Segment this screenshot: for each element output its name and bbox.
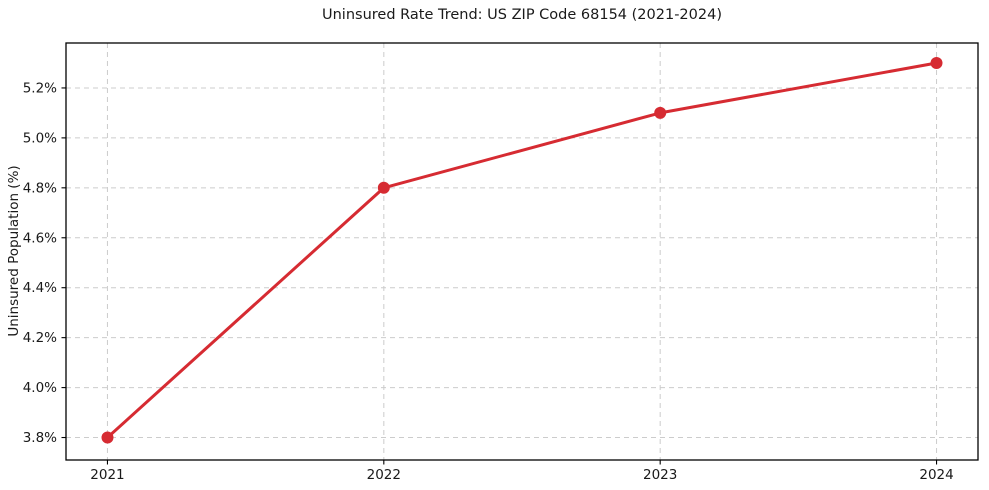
x-tick-label: 2021 [90,467,124,483]
y-tick-label: 4.6% [23,230,57,246]
data-point-marker [654,106,667,119]
plot-area-background [66,43,978,460]
data-point-marker [930,57,943,69]
y-tick-label: 4.8% [23,180,57,196]
y-tick-label: 3.8% [23,430,57,446]
chart-title: Uninsured Rate Trend: US ZIP Code 68154 … [322,7,722,23]
y-tick-label: 4.2% [23,330,57,346]
x-tick-label: 2022 [367,467,401,483]
trend-line [106,61,938,439]
y-axis-label: Uninsured Population (%) [6,165,22,337]
x-tick-label: 2023 [643,467,677,483]
data-point-marker [377,181,390,194]
y-tick-label: 5.0% [23,130,57,146]
data-point-marker [101,431,114,444]
y-tick-label: 4.4% [23,280,57,296]
x-tick-label: 2024 [919,467,953,483]
plot-border [65,42,979,461]
y-tick-label: 4.0% [23,380,57,396]
y-tick-label: 5.2% [23,80,57,96]
